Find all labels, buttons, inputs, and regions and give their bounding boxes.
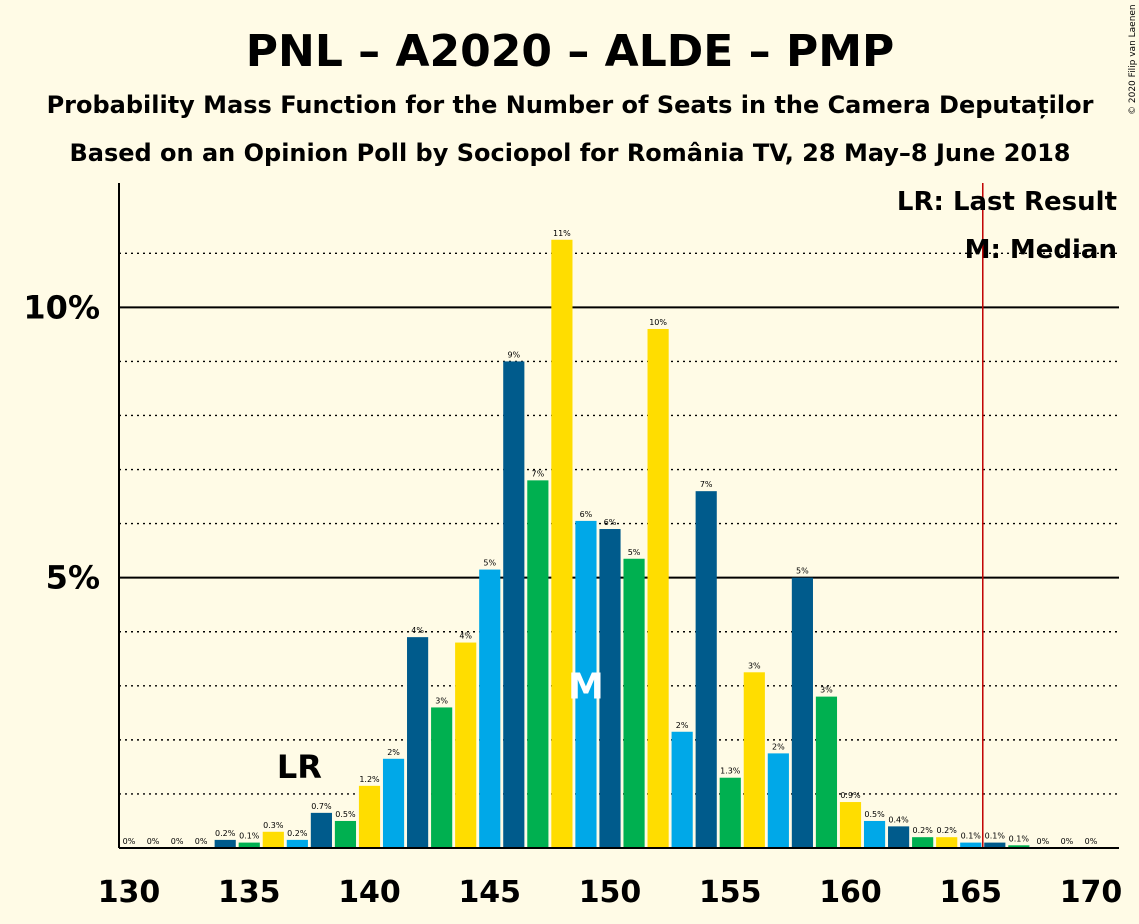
bar-142	[407, 637, 429, 848]
bar-label-151: 5%	[628, 548, 641, 557]
bars	[214, 239, 1030, 849]
bar-147	[527, 480, 549, 848]
bar-151	[623, 558, 645, 848]
bar-label-144: 4%	[459, 632, 472, 641]
bar-label-166: 0.1%	[985, 832, 1006, 841]
x-tick-label: 135	[218, 875, 281, 910]
bar-141	[382, 758, 405, 848]
bar-134	[214, 839, 236, 848]
bar-149	[575, 520, 597, 848]
bar-167	[1008, 845, 1030, 848]
bar-139	[334, 820, 357, 848]
bar-label-167: 0.1%	[1009, 834, 1030, 843]
bar-label-136: 0.3%	[263, 821, 284, 830]
bar-label-131: 0%	[147, 837, 160, 846]
bar-163	[912, 837, 934, 848]
bar-156	[743, 672, 765, 848]
x-tick-label: 150	[579, 875, 642, 910]
chart-subtitle-1: Probability Mass Function for the Number…	[47, 91, 1094, 119]
bar-146	[503, 361, 525, 848]
bar-label-132: 0%	[171, 837, 184, 846]
bar-137	[286, 839, 308, 848]
bar-161	[863, 820, 886, 848]
bar-label-145: 5%	[483, 559, 496, 568]
bar-label-152: 10%	[649, 318, 667, 327]
bar-label-134: 0.2%	[215, 829, 236, 838]
bar-label-170: 0%	[1085, 837, 1098, 846]
bar-145	[479, 569, 501, 848]
bar-label-162: 0.4%	[888, 815, 909, 824]
median-marker: M	[568, 666, 604, 707]
bar-138	[310, 812, 332, 848]
bar-label-138: 0.7%	[311, 802, 332, 811]
bar-label-148: 11%	[553, 229, 571, 238]
bar-153	[671, 731, 693, 848]
bar-label-143: 3%	[435, 696, 448, 705]
bar-label-137: 0.2%	[287, 829, 308, 838]
bar-158	[791, 577, 813, 848]
bar-159	[815, 696, 838, 848]
bar-144	[455, 642, 477, 848]
bar-label-149: 6%	[580, 510, 593, 519]
bar-135	[238, 842, 260, 848]
bar-label-164: 0.2%	[937, 826, 958, 835]
bar-label-161: 0.5%	[864, 810, 885, 819]
bar-label-130: 0%	[123, 837, 136, 846]
bar-162	[888, 826, 910, 848]
bar-label-163: 0.2%	[912, 826, 933, 835]
bar-label-168: 0%	[1037, 837, 1050, 846]
bar-label-133: 0%	[195, 837, 208, 846]
chart-title: PNL – A2020 – ALDE – PMP	[246, 26, 894, 77]
x-tick-label: 160	[819, 875, 882, 910]
bar-148	[551, 239, 573, 848]
bar-label-140: 1.2%	[359, 775, 380, 784]
bar-label-160: 0.9%	[840, 791, 861, 800]
last-result-marker: LR	[277, 748, 322, 786]
bar-label-155: 1.3%	[720, 767, 741, 776]
bar-160	[839, 802, 862, 848]
x-tick-label: 155	[699, 875, 762, 910]
x-tick-label: 165	[939, 875, 1002, 910]
bar-165	[960, 842, 982, 848]
bar-label-141: 2%	[387, 748, 400, 757]
y-tick-label: 10%	[23, 288, 100, 326]
bar-label-157: 2%	[772, 742, 785, 751]
bar-label-169: 0%	[1061, 837, 1074, 846]
bar-labels: 0% 0% 0% 0%0.2% 0.1%0.3%0.2%0.7%0.5%1.2%2%4%…	[123, 229, 1098, 846]
x-tick-label: 170	[1060, 875, 1123, 910]
bar-label-139: 0.5%	[335, 810, 356, 819]
x-tick-label: 130	[98, 875, 161, 910]
bar-label-150: 6%	[604, 518, 617, 527]
legend-last-result: LR: Last Result	[897, 187, 1117, 217]
bar-155	[719, 777, 741, 848]
bar-label-153: 2%	[676, 721, 689, 730]
x-tick-label: 145	[458, 875, 521, 910]
bar-143	[431, 707, 453, 848]
bar-140	[358, 785, 381, 848]
bar-150	[599, 529, 621, 848]
bar-label-147: 7%	[531, 469, 544, 478]
bar-label-159: 3%	[820, 686, 833, 695]
bar-label-135: 0.1%	[239, 832, 260, 841]
legend-median: M: Median	[965, 235, 1117, 265]
copyright: © 2020 Filip van Laenen	[1128, 4, 1138, 115]
y-tick-label: 5%	[46, 559, 100, 597]
bar-166	[984, 842, 1006, 848]
x-tick-label: 140	[338, 875, 401, 910]
bar-label-142: 4%	[411, 626, 424, 635]
bar-label-165: 0.1%	[961, 832, 982, 841]
bar-label-156: 3%	[748, 661, 761, 670]
bar-label-154: 7%	[700, 480, 713, 489]
axes: 5% 10% 130 135 140 145 150 155 160 165 170	[23, 183, 1122, 910]
bar-154	[695, 491, 717, 848]
bar-label-146: 9%	[507, 350, 520, 359]
bar-152	[647, 328, 669, 849]
bar-157	[767, 753, 789, 848]
overlay: LR M	[277, 183, 984, 848]
bar-136	[262, 831, 284, 848]
bar-label-158: 5%	[796, 567, 809, 576]
chart-subtitle-2: Based on an Opinion Poll by Sociopol for…	[69, 139, 1070, 167]
bar-164	[936, 837, 958, 848]
